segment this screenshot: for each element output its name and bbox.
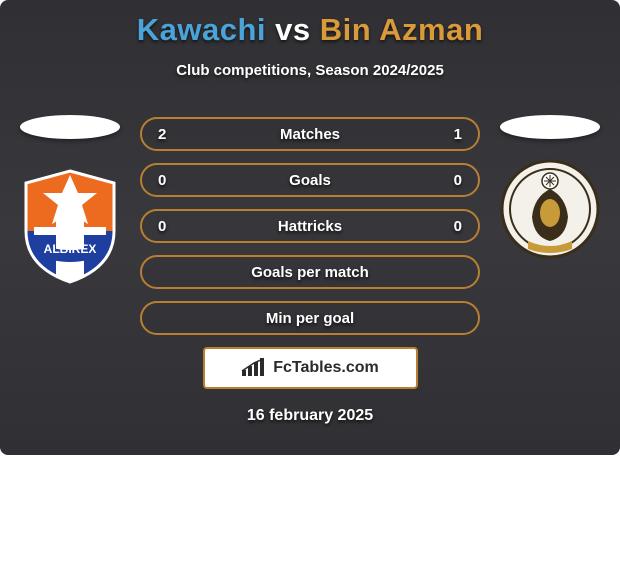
stat-row-matches: 2 Matches 1 bbox=[140, 117, 480, 151]
stats-column: 2 Matches 1 0 Goals 0 0 Hattricks 0 Goal… bbox=[140, 115, 480, 335]
left-club-column: ALBIREX bbox=[10, 115, 130, 284]
shield-icon: ALBIREX bbox=[20, 169, 120, 284]
brand-box: FcTables.com bbox=[203, 347, 418, 389]
bars-icon bbox=[241, 358, 267, 378]
content-row: ALBIREX 2 Matches 1 0 Goals 0 0 Hattrick… bbox=[0, 115, 620, 335]
subtitle: Club competitions, Season 2024/2025 bbox=[0, 62, 620, 79]
right-club-badge bbox=[500, 159, 600, 259]
brand-text: FcTables.com bbox=[273, 359, 379, 377]
stat-left-value: 0 bbox=[158, 218, 188, 235]
stat-left-value: 0 bbox=[158, 172, 188, 189]
circle-badge-icon bbox=[500, 159, 600, 259]
right-club-column bbox=[490, 115, 610, 259]
date-label: 16 february 2025 bbox=[0, 407, 620, 425]
svg-text:ALBIREX: ALBIREX bbox=[44, 242, 97, 256]
stat-row-min-per-goal: Min per goal bbox=[140, 301, 480, 335]
stat-row-goals: 0 Goals 0 bbox=[140, 163, 480, 197]
stat-row-goals-per-match: Goals per match bbox=[140, 255, 480, 289]
page-title: Kawachi vs Bin Azman bbox=[0, 12, 620, 48]
comparison-card: Kawachi vs Bin Azman Club competitions, … bbox=[0, 0, 620, 455]
stat-row-hattricks: 0 Hattricks 0 bbox=[140, 209, 480, 243]
stat-label: Hattricks bbox=[188, 218, 432, 235]
player-right-name: Bin Azman bbox=[320, 12, 484, 47]
stat-left-value: 2 bbox=[158, 126, 188, 143]
stat-right-value: 1 bbox=[432, 126, 462, 143]
vs-label: vs bbox=[275, 12, 310, 47]
stat-label: Goals bbox=[188, 172, 432, 189]
player-left-name: Kawachi bbox=[137, 12, 266, 47]
stat-label: Goals per match bbox=[158, 264, 462, 281]
left-club-badge: ALBIREX bbox=[20, 169, 120, 284]
stat-right-value: 0 bbox=[432, 172, 462, 189]
right-ellipse bbox=[500, 115, 600, 139]
stat-label: Matches bbox=[188, 126, 432, 143]
stat-right-value: 0 bbox=[432, 218, 462, 235]
stat-label: Min per goal bbox=[158, 310, 462, 327]
left-ellipse bbox=[20, 115, 120, 139]
